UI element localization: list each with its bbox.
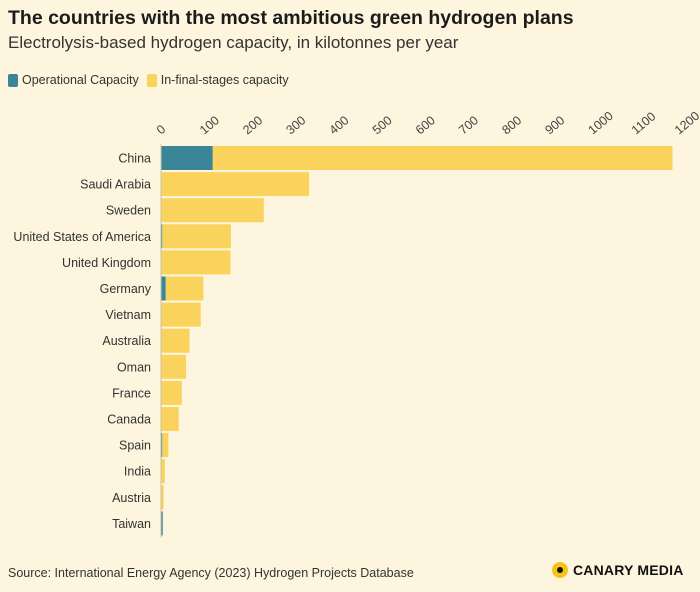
- x-tick-label: 200: [240, 113, 265, 137]
- bar-final-stages: [165, 276, 204, 301]
- legend-swatch-operational: [8, 73, 18, 87]
- x-tick-label: 900: [542, 113, 567, 137]
- bar-final-stages: [161, 485, 164, 510]
- bar-operational: [161, 433, 163, 458]
- canary-media-logo: CANARY MEDIA: [552, 562, 684, 578]
- category-label: Sweden: [106, 204, 151, 218]
- x-tick-label: 300: [283, 113, 308, 137]
- category-label: China: [118, 152, 151, 166]
- x-tick-label: 0: [154, 122, 168, 137]
- bar-final-stages: [161, 198, 264, 223]
- category-label: Canada: [107, 413, 151, 427]
- legend-label-operational: Operational Capacity: [22, 73, 139, 87]
- bar-final-stages: [161, 172, 310, 197]
- x-tick-label: 800: [499, 113, 524, 137]
- bar-final-stages: [161, 354, 187, 379]
- bar-final-stages: [162, 433, 169, 458]
- category-label: Australia: [102, 334, 151, 348]
- category-label: Germany: [100, 282, 152, 296]
- x-tick-label: 1100: [629, 109, 659, 137]
- category-label: Austria: [112, 491, 151, 505]
- category-label: France: [112, 386, 151, 400]
- category-label: Spain: [119, 439, 151, 453]
- category-label: Taiwan: [112, 517, 151, 531]
- category-label: United States of America: [13, 230, 151, 244]
- category-label: Vietnam: [105, 308, 151, 322]
- chart-title: The countries with the most ambitious gr…: [8, 7, 574, 29]
- bar-operational: [161, 276, 166, 301]
- legend-swatch-final-stages: [146, 73, 157, 87]
- bar-operational: [161, 224, 163, 249]
- bar-final-stages: [161, 302, 201, 327]
- category-label: India: [124, 465, 151, 479]
- bar-final-stages: [161, 380, 182, 405]
- x-tick-label: 100: [197, 113, 222, 137]
- bar-final-stages: [161, 250, 231, 275]
- bar-final-stages: [212, 146, 673, 170]
- bar-final-stages: [161, 407, 179, 431]
- canary-logo-icon: [552, 562, 568, 578]
- category-label: Saudi Arabia: [80, 178, 151, 192]
- category-label: Oman: [117, 360, 151, 374]
- bar-operational: [161, 146, 213, 170]
- x-tick-label: 1000: [586, 109, 616, 138]
- x-tick-label: 700: [456, 113, 481, 137]
- bar-final-stages: [162, 224, 231, 249]
- bar-final-stages: [161, 328, 190, 353]
- legend-item-operational: Operational Capacity: [8, 73, 139, 87]
- chart-subtitle: Electrolysis-based hydrogen capacity, in…: [8, 33, 459, 52]
- x-tick-label: 400: [327, 113, 352, 137]
- category-label: United Kingdom: [62, 256, 151, 270]
- x-tick-label: 600: [413, 113, 438, 137]
- bar-chart: 0 100 200 300 400 500 600 700 800 900 1000 1100 1200…: [13, 109, 700, 538]
- x-tick-label: 500: [370, 113, 395, 137]
- x-tick-label: 1200: [672, 109, 700, 138]
- legend-item-final-stages: In-final-stages capacity: [146, 73, 289, 87]
- logo-text: CANARY MEDIA: [573, 562, 684, 578]
- legend-label-final-stages: In-final-stages capacity: [160, 73, 289, 87]
- bar-operational: [161, 511, 163, 536]
- legend: Operational Capacity In-final-stages cap…: [8, 73, 297, 87]
- source-note: Source: International Energy Agency (202…: [8, 566, 414, 580]
- bar-final-stages: [161, 459, 165, 484]
